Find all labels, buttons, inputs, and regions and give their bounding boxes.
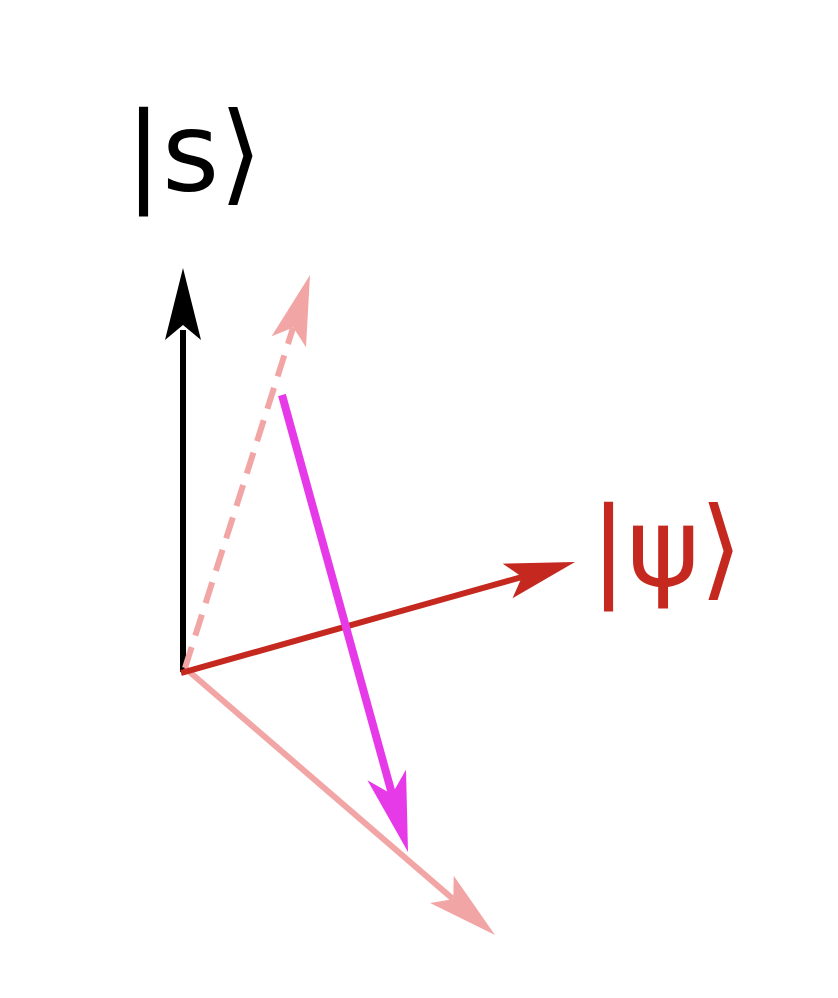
difference-vector — [278, 393, 396, 796]
s-arrowhead — [165, 268, 201, 340]
psi-label: |ψ⟩ — [590, 483, 743, 612]
s-label: |s⟩ — [125, 88, 262, 217]
psi-vector — [180, 574, 523, 676]
psi-arrowhead — [502, 562, 575, 599]
reflected-arrowhead — [430, 875, 495, 935]
reflected-vector — [183, 665, 455, 902]
reflected-dashed-vector — [182, 327, 296, 669]
difference-arrowhead — [367, 769, 408, 852]
dashed-arrowhead — [271, 275, 310, 348]
